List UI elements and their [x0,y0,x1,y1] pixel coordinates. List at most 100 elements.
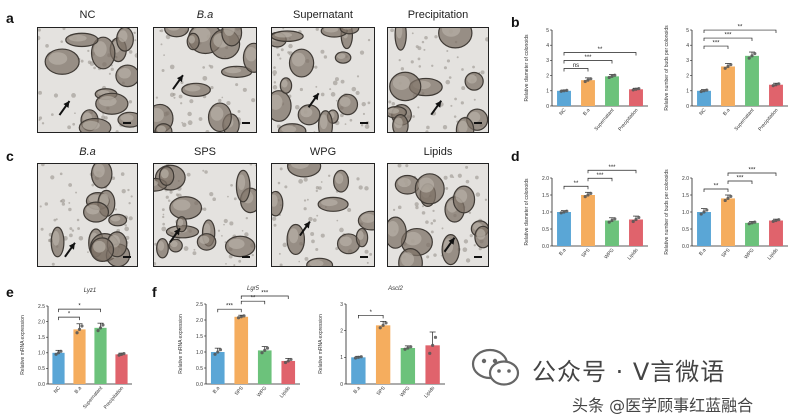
chart-svg: Relative number of buds per colonoids 0.0… [664,168,788,261]
bar [697,90,711,106]
data-point [631,219,635,224]
y-tick-label: 2.0 [682,176,689,182]
significance-label: ** [598,47,603,53]
data-point [75,331,79,335]
y-axis-label: Relative mRNA expression [178,314,184,374]
x-tick-label: Supernatant [82,385,105,410]
y-tick-label: 1 [340,355,343,361]
data-point [774,218,778,223]
x-tick-label: B.a [352,385,362,395]
significance-bracket [703,45,729,50]
x-tick-label: WPG [399,385,411,398]
bar [281,360,296,384]
x-tick-label: B.a [212,385,222,395]
chart-e-lyz1: Lyz1 Relative mRNA expression 0.0 0.5 1.0 1.5… [18,282,138,418]
data-point [702,89,706,93]
panel-label-e: e [6,284,14,300]
micro-image-c-ba [37,163,138,267]
data-point [289,357,293,362]
y-tick-label: 1.5 [38,335,45,341]
data-point [729,63,733,67]
data-point [753,51,757,56]
y-tick-label: 0 [546,104,549,110]
significance-label: ns [573,63,579,69]
significance-bracket [563,68,589,72]
bar [557,212,571,246]
significance-bracket [240,300,266,305]
y-tick-label: 0.5 [682,227,689,233]
x-tick-label: B.a [558,247,568,257]
data-point [565,88,569,92]
significance-label: ** [714,184,719,190]
bar [557,90,571,106]
bar [210,352,225,384]
micro-title-c-wpg: WPG [309,146,337,158]
data-point [771,219,775,223]
data-point [218,348,223,352]
y-tick-label: 1.0 [682,210,689,216]
data-point [589,77,593,81]
significance-bracket [240,295,289,299]
x-tick-label: B.a [722,107,732,117]
y-tick-label: 2 [546,73,549,79]
significance-label: * [370,310,373,316]
data-point [216,350,220,354]
watermark-line2: 头条 @医学顾事红蓝融合 [572,396,754,415]
data-point [381,323,385,327]
data-point [431,343,435,347]
panel-label-b: b [511,14,520,30]
significance-bracket [727,172,777,176]
x-tick-label: SPS [234,385,245,397]
micro-title-ba: B.a [196,9,214,21]
bar [375,325,391,384]
chart-d-buds: Relative number of buds per colonoids 0.0… [662,160,794,280]
chart-f-ascl2: Ascl2 Relative mRNA expression 0 1 2 3 B.a SPS W… [316,280,451,418]
significance-label: *** [748,168,756,174]
data-point [263,348,267,352]
data-point [59,349,63,353]
bar [73,329,86,384]
data-point [753,220,757,224]
bar [581,80,595,106]
bar [697,212,711,246]
y-tick-label: 1.0 [196,350,203,356]
chart-svg: Relative number of buds per colonoids 0 1 2… [664,25,788,132]
y-tick-label: 2.0 [38,319,45,325]
significance-bracket [563,60,613,64]
data-point [726,196,730,200]
y-tick-label: 3 [686,58,689,64]
significance-bracket [587,169,637,174]
y-tick-label: 0.0 [542,244,549,250]
data-point [80,324,84,328]
y-axis-label: Relative diameter of colonoids [524,178,530,245]
y-axis-label: Relative number of buds per colonoids [664,169,670,255]
data-point [384,321,388,325]
micro-title-precipitation: Precipitation [407,9,469,21]
x-tick-label: B.a [698,247,708,257]
data-point [117,353,121,357]
y-tick-label: 2.5 [38,304,45,310]
y-tick-label: 0.5 [542,227,549,233]
y-tick-label: 2.0 [196,318,203,324]
data-point [777,82,781,86]
data-point [242,314,246,318]
y-tick-label: 0.5 [38,366,45,372]
data-point [378,326,382,330]
significance-label: *** [724,33,732,39]
micro-title-c-sps: SPS [193,146,216,158]
chart-title: Ascl2 [387,286,403,292]
y-tick-label: 1.0 [542,210,549,216]
data-point [750,54,754,58]
data-point [119,352,124,356]
chart-svg: Relative diameter of colonoids 0 1 2 3 4 5 NC B.… [524,28,648,132]
chart-b-buds: Relative number of buds per colonoids 0 1 2… [662,12,794,140]
panel-label-c: c [6,148,14,164]
bar [745,222,759,246]
micro-image-nc [37,27,138,133]
significance-label: ** [738,25,743,31]
data-point [54,352,58,356]
x-tick-label: Precipitation [757,107,779,132]
y-axis-label: Relative number of buds per colonoids [664,25,670,111]
data-point [771,84,775,88]
x-tick-label: Lipids [279,385,292,399]
